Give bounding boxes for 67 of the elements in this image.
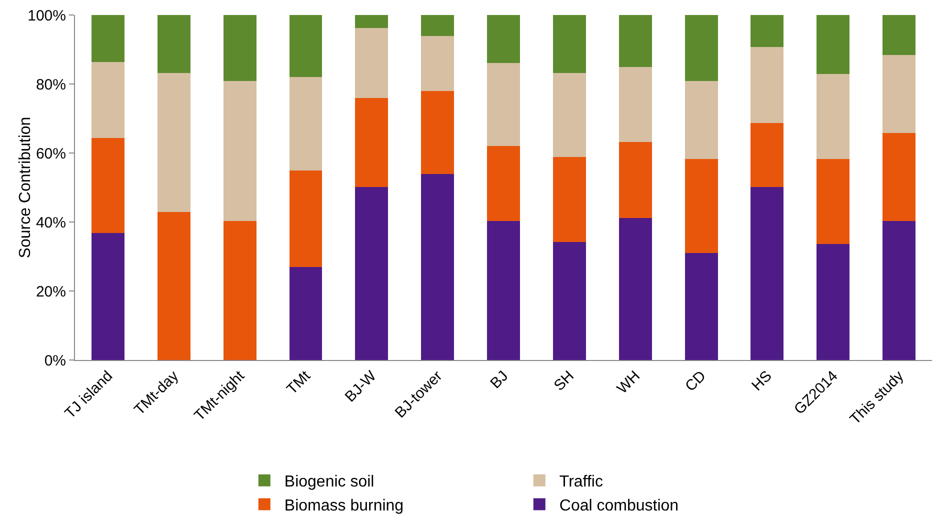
y-tick-label: 80% — [36, 76, 66, 94]
bar — [684, 15, 718, 81]
bar — [487, 220, 520, 360]
legend-label: Coal combustion — [559, 497, 679, 514]
bar — [882, 15, 916, 56]
bar — [816, 158, 850, 244]
bar — [618, 142, 652, 218]
bar — [684, 158, 718, 254]
bar — [421, 36, 454, 91]
bar — [91, 15, 124, 62]
bar — [816, 74, 850, 159]
legend-label: Traffic — [559, 474, 603, 491]
x-tick-label: CD — [682, 367, 710, 395]
bar — [750, 47, 784, 123]
bar — [91, 233, 124, 360]
legend-label: Biomass burning — [284, 497, 404, 514]
y-axis-title: Source Contribution — [16, 116, 34, 258]
bar — [157, 72, 190, 212]
bar — [157, 15, 190, 73]
bar — [91, 138, 124, 234]
bar — [618, 67, 652, 142]
bar — [421, 90, 454, 174]
x-tick-label: SH — [550, 368, 578, 394]
bar — [882, 55, 916, 133]
bar — [684, 80, 718, 159]
bar — [355, 98, 388, 188]
bar — [816, 15, 850, 74]
bar — [750, 15, 784, 48]
bar — [487, 146, 520, 221]
bar — [289, 266, 322, 360]
x-tick-label: BJ — [487, 368, 512, 392]
bar — [684, 253, 718, 360]
y-tick-label: 100% — [28, 7, 66, 24]
y-tick-label: 40% — [36, 214, 66, 232]
y-tick-label: 20% — [36, 283, 66, 300]
bar — [552, 242, 586, 360]
bar — [618, 15, 652, 68]
bar — [223, 15, 256, 81]
bar — [487, 15, 520, 63]
bar — [355, 28, 388, 98]
bar — [552, 15, 586, 73]
bar — [552, 72, 586, 158]
x-tick-label: WH — [614, 368, 644, 398]
y-tick-label: 60% — [36, 145, 66, 162]
bar — [289, 15, 322, 78]
bar — [289, 77, 322, 170]
bar — [487, 62, 520, 146]
x-tick-label: HS — [748, 368, 776, 394]
bar — [421, 174, 454, 360]
bar — [421, 15, 454, 36]
bar — [223, 220, 256, 360]
bar — [552, 157, 586, 242]
bar — [882, 132, 916, 221]
bar — [91, 62, 124, 138]
bar — [750, 187, 784, 360]
bar — [355, 15, 388, 28]
bar — [355, 187, 388, 360]
bar — [223, 80, 256, 221]
bar — [816, 244, 850, 360]
bar — [618, 218, 652, 360]
bar — [289, 170, 322, 267]
bar — [157, 212, 190, 360]
y-tick-label: 0% — [44, 352, 66, 370]
bar — [750, 122, 784, 188]
bar — [882, 220, 916, 360]
legend-label: Biogenic soil — [284, 474, 374, 491]
x-tick-label: TMt — [284, 367, 314, 398]
